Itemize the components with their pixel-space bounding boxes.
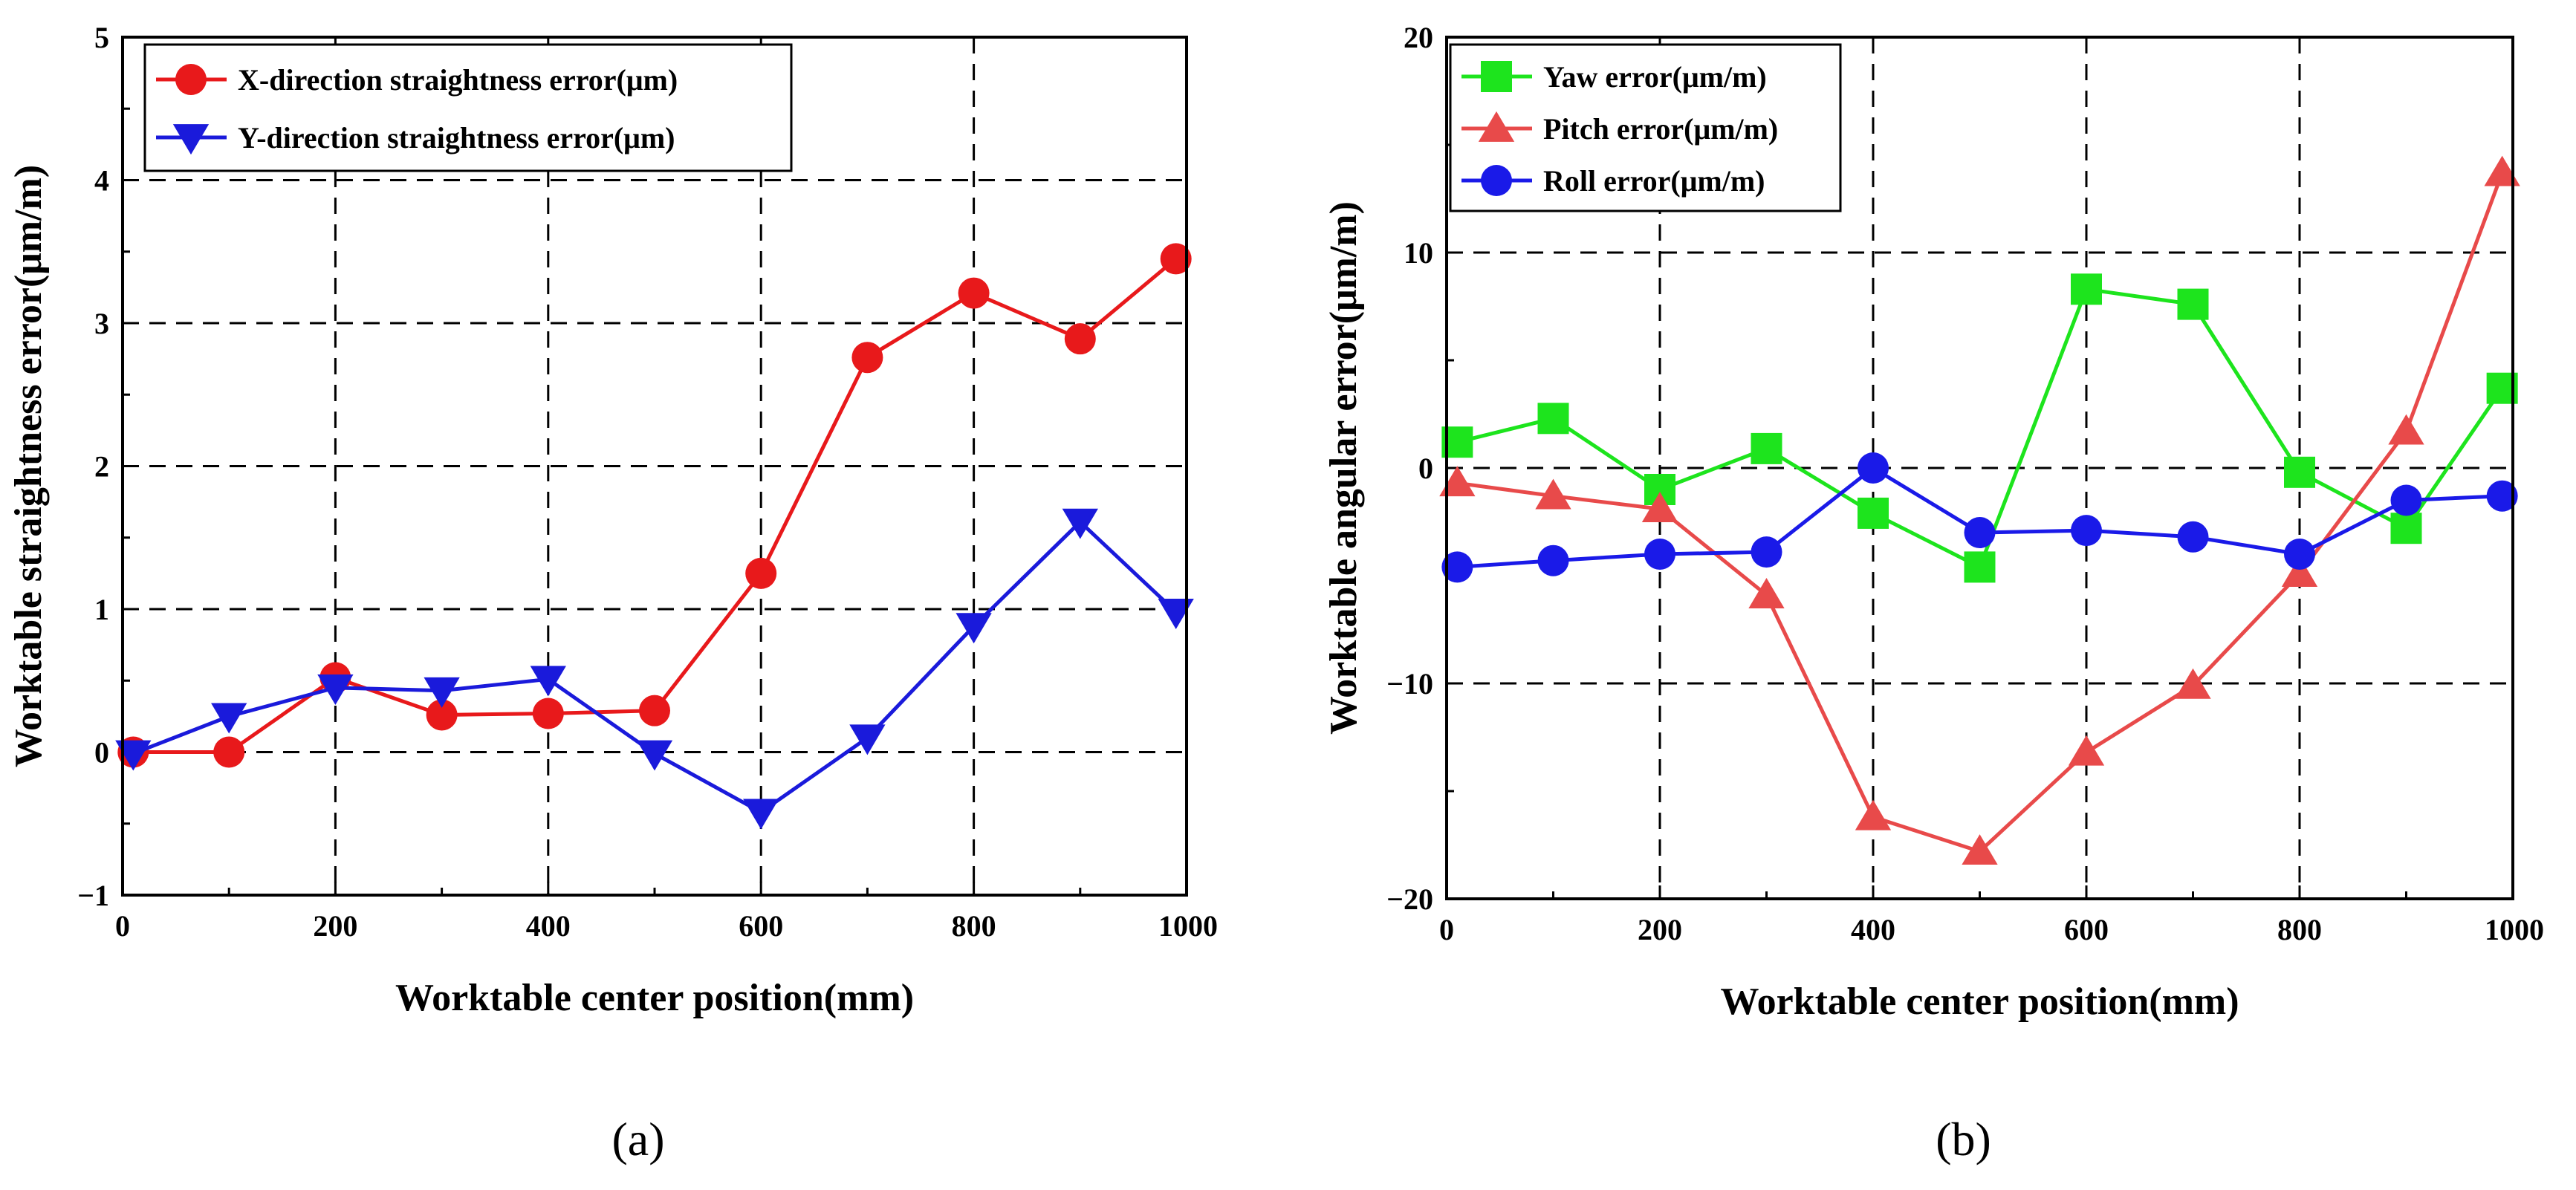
x-tick-label: 1000 — [1158, 909, 1218, 943]
x-tick-label: 200 — [313, 909, 357, 943]
data-point — [2068, 735, 2105, 766]
y-tick-label: 10 — [1404, 236, 1433, 270]
data-point — [2284, 539, 2315, 570]
y-tick-label: 20 — [1404, 21, 1433, 54]
data-point — [636, 740, 673, 771]
y-axis-label: Worktable straightness error(μm/m) — [7, 165, 50, 767]
x-tick-label: 400 — [1851, 913, 1895, 946]
legend-marker — [1478, 111, 1515, 142]
data-point — [1641, 492, 1678, 522]
data-point — [1962, 834, 1998, 865]
legend-marker — [1481, 165, 1512, 196]
data-point — [2388, 414, 2424, 445]
y-axis-label: Worktable angular error(μm/m) — [1323, 201, 1365, 735]
data-point — [743, 799, 779, 830]
data-point — [1858, 452, 1889, 484]
data-point — [1160, 243, 1192, 275]
legend-label: Y-direction straightness error(μm) — [238, 121, 675, 155]
data-point — [2390, 484, 2422, 516]
y-tick-label: 5 — [94, 21, 109, 54]
data-point — [1439, 466, 1476, 497]
data-point — [2484, 155, 2520, 186]
x-tick-label: 600 — [2064, 913, 2109, 946]
y-tick-label: −20 — [1386, 882, 1433, 916]
data-point — [851, 342, 883, 374]
data-point — [424, 677, 460, 708]
data-point — [532, 698, 564, 729]
legend-marker — [1481, 61, 1512, 92]
data-point — [530, 666, 566, 697]
data-point — [1858, 497, 1889, 529]
legend-label: Pitch error(μm/m) — [1543, 112, 1778, 146]
data-point — [2175, 668, 2211, 699]
x-tick-label: 0 — [115, 909, 130, 943]
panel-b-chart: 0 200 400 600 800 1000 −20 −10 0 10 20 Yaw error(μm… — [1323, 21, 2544, 1165]
data-point — [213, 736, 245, 768]
data-point — [745, 557, 777, 589]
y-tick-label: −1 — [77, 879, 109, 912]
data-point — [2071, 515, 2102, 547]
plot-frame — [1445, 36, 2514, 900]
data-point — [1158, 599, 1194, 629]
x-axis-label: Worktable center position(mm) — [1720, 981, 2239, 1023]
y-tick-label: 2 — [94, 450, 109, 484]
data-point — [1062, 508, 1098, 539]
data-point — [1644, 539, 1675, 570]
data-point — [1855, 799, 1892, 830]
data-point — [2177, 288, 2209, 320]
legend-label: Roll error(μm/m) — [1543, 164, 1765, 198]
data-point — [956, 613, 992, 644]
y-tick-label: 0 — [94, 736, 109, 770]
data-point — [2284, 456, 2315, 488]
y-tick-label: 4 — [94, 164, 109, 198]
panel-caption: (b) — [1936, 1113, 1991, 1165]
x-axis-label: Worktable center position(mm) — [395, 977, 914, 1019]
x-tick-label: 400 — [526, 909, 571, 943]
x-tick-label: 600 — [739, 909, 783, 943]
data-point — [211, 703, 247, 734]
x-tick-label: 1000 — [2485, 913, 2544, 946]
data-point — [639, 695, 670, 726]
data-point — [1964, 517, 1996, 548]
data-point — [115, 740, 152, 771]
data-point — [2071, 273, 2102, 305]
x-tick-label: 800 — [2277, 913, 2322, 946]
data-point — [2281, 556, 2318, 587]
x-tick-label: 0 — [1439, 913, 1454, 946]
y-tick-label: 0 — [1418, 452, 1433, 485]
y-tick-label: −10 — [1386, 667, 1433, 700]
x-tick-label: 200 — [1638, 913, 1682, 946]
y-tick-label: 1 — [94, 593, 109, 626]
legend-box — [143, 43, 793, 172]
series-line-0 — [133, 257, 1178, 754]
legend-label: Yaw error(μm/m) — [1543, 60, 1767, 94]
data-point — [426, 699, 458, 731]
data-point — [1751, 536, 1782, 568]
series-line-1 — [1457, 172, 2504, 854]
data-point — [2486, 480, 2518, 512]
data-point — [1537, 403, 1569, 435]
panel-caption: (a) — [611, 1113, 664, 1165]
legend-label: X-direction straightness error(μm) — [238, 63, 678, 97]
data-point — [1748, 578, 1785, 608]
y-tick-label: 3 — [94, 307, 109, 340]
legend-marker — [175, 64, 207, 95]
data-point — [317, 674, 354, 705]
data-point — [1441, 551, 1473, 583]
data-point — [849, 724, 886, 755]
data-point — [2390, 513, 2422, 544]
x-tick-label: 800 — [952, 909, 996, 943]
data-point — [1964, 551, 1996, 583]
data-point — [1751, 432, 1782, 464]
legend-marker — [172, 124, 210, 155]
plot-frame — [121, 36, 1188, 897]
data-point — [1064, 323, 1096, 355]
data-point — [958, 277, 990, 309]
data-point — [2177, 521, 2209, 553]
data-point — [1535, 478, 1571, 510]
data-point — [1537, 544, 1569, 576]
